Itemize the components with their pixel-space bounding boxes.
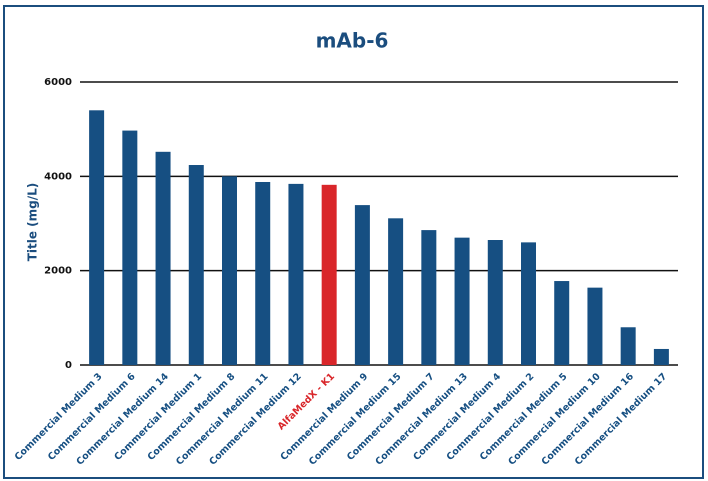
- frame: [3, 5, 704, 479]
- bar: [188, 165, 204, 365]
- bar: [222, 176, 237, 365]
- bar: [288, 183, 304, 365]
- bar: [487, 240, 503, 365]
- bar: [554, 281, 570, 365]
- bar: [620, 327, 636, 365]
- bar: [454, 237, 470, 365]
- bar: [89, 110, 105, 365]
- bar: [155, 151, 171, 365]
- y-tick-label: 4000: [44, 171, 72, 182]
- y-axis-label: Title (mg/L): [26, 183, 40, 262]
- bar: [521, 242, 536, 365]
- bar: [388, 218, 404, 365]
- y-tick-label: 0: [65, 360, 72, 371]
- bar: [587, 287, 603, 365]
- bar: [321, 184, 337, 365]
- bar: [255, 181, 271, 365]
- bar: [354, 205, 370, 365]
- y-tick-label: 2000: [44, 266, 72, 277]
- bar: [421, 230, 437, 365]
- x-tick-label: AlfaMedX - K1: [276, 371, 337, 432]
- bar: [122, 130, 138, 365]
- y-tick-label: 6000: [44, 77, 72, 88]
- chart-title: mAb-6: [316, 29, 389, 53]
- bar: [653, 348, 669, 365]
